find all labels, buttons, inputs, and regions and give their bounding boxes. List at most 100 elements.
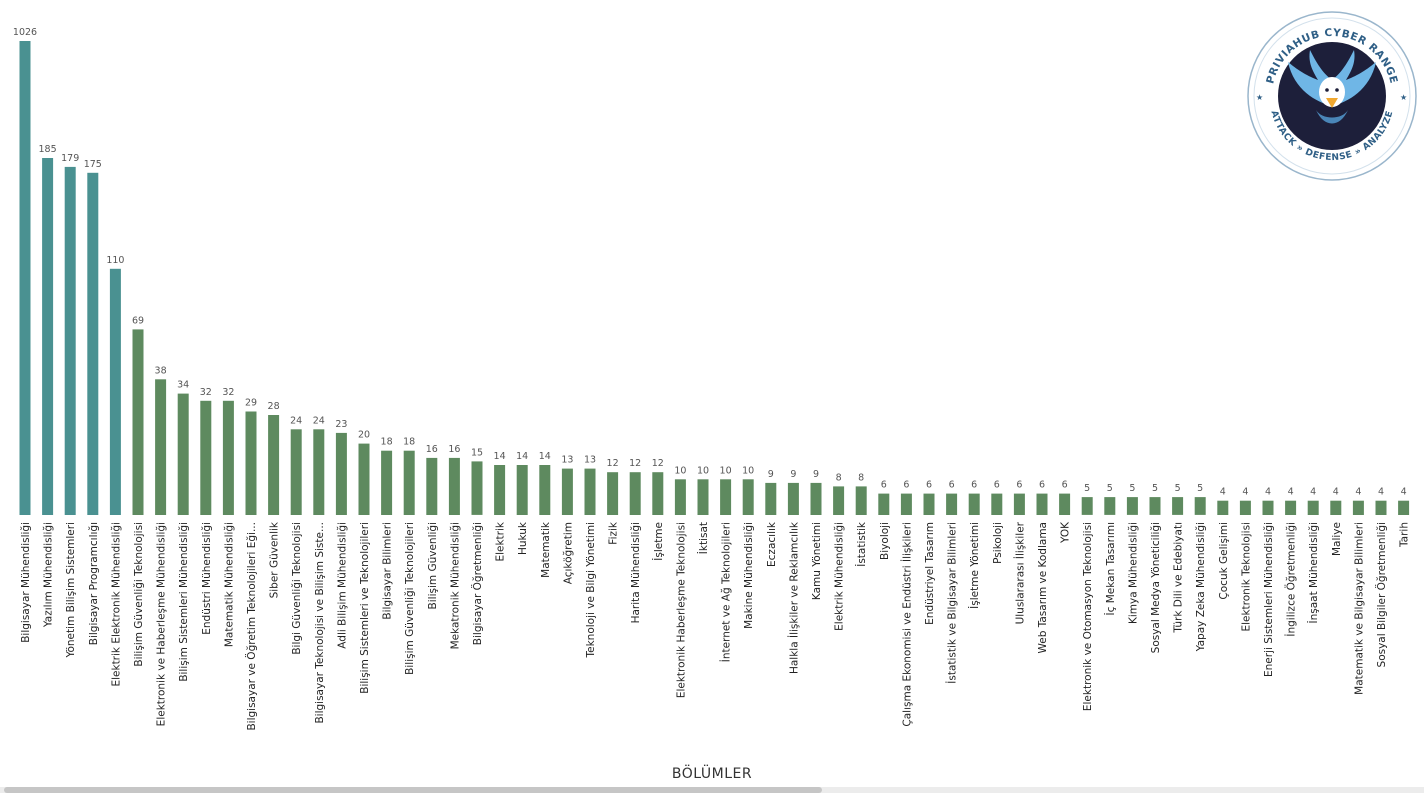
bar[interactable] bbox=[1352, 500, 1364, 515]
bar[interactable] bbox=[19, 41, 31, 515]
data-label: 14 bbox=[516, 451, 528, 462]
bar[interactable] bbox=[1172, 497, 1184, 515]
category-tick-label: Matematik bbox=[540, 521, 552, 578]
bar[interactable] bbox=[629, 472, 641, 515]
category-tick-label: Biyoloji bbox=[879, 522, 891, 560]
bar[interactable] bbox=[584, 468, 596, 515]
data-label: 179 bbox=[61, 153, 79, 164]
bar[interactable] bbox=[132, 329, 144, 515]
bar[interactable] bbox=[1262, 500, 1274, 515]
bar[interactable] bbox=[1081, 497, 1093, 515]
data-label: 110 bbox=[106, 255, 124, 266]
bar[interactable] bbox=[810, 482, 822, 515]
category-tick-label: Kamu Yönetimi bbox=[811, 522, 823, 600]
bar[interactable] bbox=[720, 479, 732, 515]
bar[interactable] bbox=[833, 486, 845, 515]
data-label: 13 bbox=[561, 455, 573, 466]
bar[interactable] bbox=[155, 379, 167, 515]
bar[interactable] bbox=[968, 493, 980, 515]
data-label: 4 bbox=[1288, 487, 1294, 498]
data-label: 4 bbox=[1355, 487, 1361, 498]
category-tick-label: Çalışma Ekonomisi ve Endüstri İlişkileri bbox=[900, 522, 913, 727]
category-tick-label: Elektronik Teknolojisi bbox=[1240, 522, 1252, 632]
bar[interactable] bbox=[674, 479, 686, 515]
bar[interactable] bbox=[539, 465, 551, 515]
data-label: 32 bbox=[222, 387, 234, 398]
bar[interactable] bbox=[1239, 500, 1251, 515]
bar[interactable] bbox=[358, 443, 370, 515]
bar[interactable] bbox=[87, 172, 99, 516]
bar[interactable] bbox=[1307, 500, 1319, 515]
bar[interactable] bbox=[1194, 497, 1206, 515]
bar[interactable] bbox=[787, 482, 799, 515]
category-tick-label: Uluslararası İlişkiler bbox=[1013, 521, 1026, 624]
bar[interactable] bbox=[607, 472, 619, 515]
category-tick-label: Fizik bbox=[608, 521, 620, 545]
category-tick-label: Makine Mühendisliği bbox=[743, 522, 755, 629]
category-tick-label: Matematik Mühendisliği bbox=[223, 522, 235, 647]
star-icon: ★ bbox=[1256, 93, 1263, 102]
bar[interactable] bbox=[177, 393, 189, 515]
bar[interactable] bbox=[1104, 497, 1116, 515]
category-tick-label: Psikoloji bbox=[992, 522, 1004, 564]
bar[interactable] bbox=[381, 450, 393, 515]
logo-inner-ring bbox=[1253, 17, 1411, 175]
bar[interactable] bbox=[494, 465, 506, 515]
bar[interactable] bbox=[1013, 493, 1025, 515]
bar[interactable] bbox=[900, 493, 912, 515]
data-label: 5 bbox=[1129, 483, 1135, 494]
bar[interactable] bbox=[1217, 500, 1229, 515]
bar[interactable] bbox=[516, 465, 528, 515]
bar[interactable] bbox=[855, 486, 867, 515]
bar[interactable] bbox=[991, 493, 1003, 515]
bar[interactable] bbox=[448, 457, 460, 515]
bar[interactable] bbox=[561, 468, 573, 515]
bar[interactable] bbox=[313, 429, 325, 515]
category-tick-label: Endüstriyel Tasarım bbox=[924, 522, 936, 625]
category-tick-label: Adli Bilişim Mühendisliği bbox=[336, 522, 348, 649]
bar[interactable] bbox=[697, 479, 709, 515]
data-label: 10 bbox=[697, 465, 709, 476]
star-icon: ★ bbox=[1400, 93, 1407, 102]
bar[interactable] bbox=[109, 268, 121, 515]
bar[interactable] bbox=[64, 166, 76, 515]
category-tick-label: Elektronik ve Otomasyon Teknolojisi bbox=[1082, 522, 1094, 711]
data-label: 10 bbox=[742, 465, 754, 476]
category-tick-label: Bilişim Güvenliği Teknolojisi bbox=[133, 522, 145, 667]
bar[interactable] bbox=[1398, 500, 1410, 515]
bar[interactable] bbox=[200, 400, 212, 515]
bar[interactable] bbox=[1375, 500, 1387, 515]
bar[interactable] bbox=[471, 461, 483, 515]
category-tick-label: Bilişim Sistemleri Mühendisliği bbox=[178, 522, 190, 682]
data-label: 13 bbox=[584, 455, 596, 466]
bar[interactable] bbox=[1149, 497, 1161, 515]
data-label: 6 bbox=[949, 480, 955, 491]
bar[interactable] bbox=[1126, 497, 1138, 515]
bar[interactable] bbox=[742, 479, 754, 515]
bar[interactable] bbox=[1059, 493, 1071, 515]
bar[interactable] bbox=[878, 493, 890, 515]
data-label: 1026 bbox=[13, 27, 37, 38]
bar[interactable] bbox=[290, 429, 302, 515]
bar[interactable] bbox=[1285, 500, 1297, 515]
bar[interactable] bbox=[652, 472, 664, 515]
bar[interactable] bbox=[335, 432, 347, 515]
bar[interactable] bbox=[426, 457, 438, 515]
bar[interactable] bbox=[268, 415, 280, 515]
bar[interactable] bbox=[403, 450, 415, 515]
category-tick-label: Bilgisayar Teknolojisi ve Bilişim Siste.… bbox=[314, 522, 326, 724]
bar[interactable] bbox=[245, 411, 257, 516]
category-tick-label: Yapay Zeka Mühendisliği bbox=[1195, 522, 1207, 652]
bar[interactable] bbox=[1330, 500, 1342, 515]
bar[interactable] bbox=[923, 493, 935, 515]
bar[interactable] bbox=[946, 493, 958, 515]
bar[interactable] bbox=[765, 482, 777, 515]
bar[interactable] bbox=[1036, 493, 1048, 515]
data-label: 6 bbox=[1062, 480, 1068, 491]
bar[interactable] bbox=[42, 158, 54, 515]
horizontal-scrollbar-thumb[interactable] bbox=[4, 787, 822, 793]
category-tick-label: İnternet ve Ağ Teknolojileri bbox=[720, 522, 733, 662]
bar[interactable] bbox=[222, 400, 234, 515]
